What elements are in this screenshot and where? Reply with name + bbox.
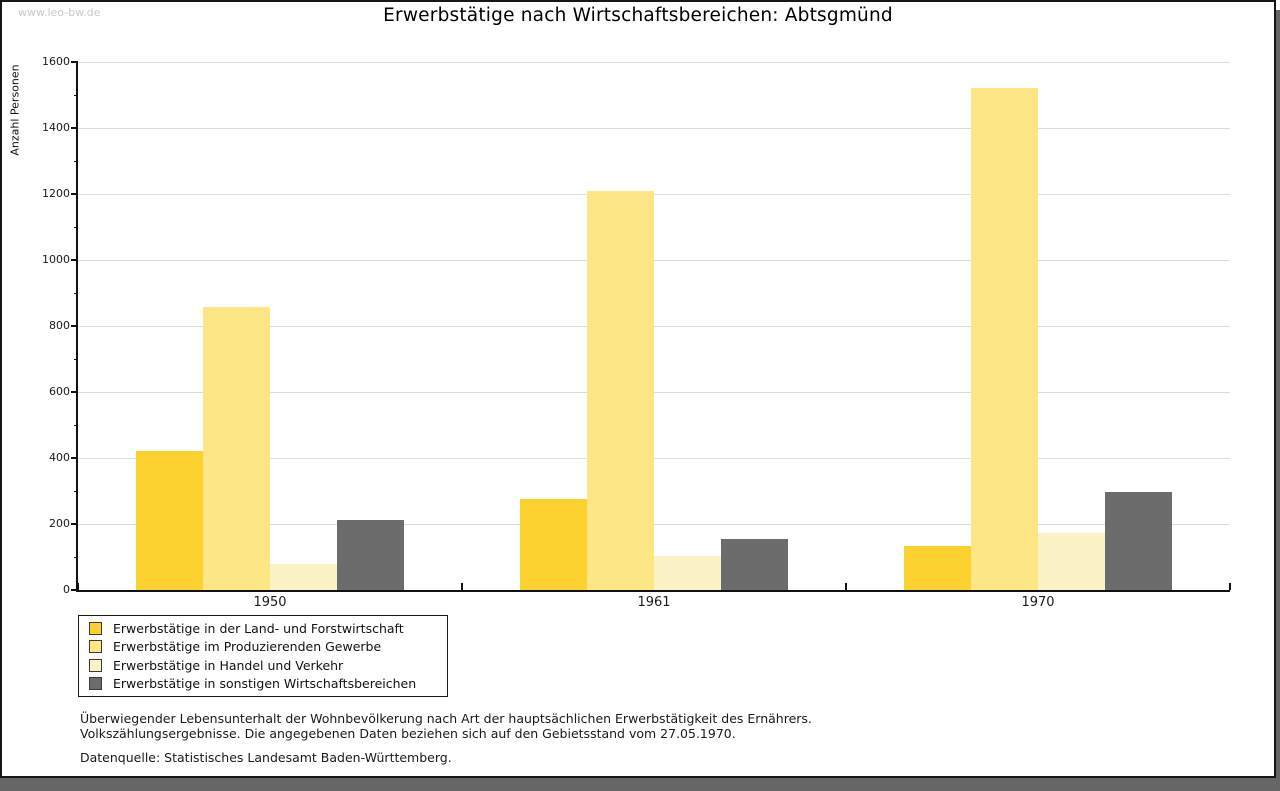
bar-series2-1970	[971, 87, 1038, 590]
y-major-tick	[71, 193, 78, 195]
bar-series3-1970	[1038, 532, 1105, 590]
y-tick-label: 400	[49, 451, 70, 464]
legend-swatch-series2	[89, 640, 102, 654]
page-title: Erwerbstätige nach Wirtschaftsbereichen:…	[383, 5, 893, 26]
bar-series1-1970	[904, 546, 971, 590]
y-tick-label: 200	[49, 517, 70, 530]
drop-shadow-bottom	[0, 778, 1280, 791]
legend-row: Erwerbstätige in Handel und Verkehr	[89, 656, 439, 674]
x-boundary-tick	[845, 583, 847, 590]
y-tick-label: 600	[49, 385, 70, 398]
bar-series4-1961	[721, 538, 788, 590]
y-axis-title: Anzahl Personen	[8, 64, 22, 156]
y-gridline	[78, 127, 1230, 129]
y-gridline	[78, 457, 1230, 459]
bar-series1-1950	[136, 451, 203, 590]
legend-swatch-series1	[89, 621, 102, 635]
bar-series1-1961	[520, 498, 587, 590]
y-tick-label: 1200	[42, 187, 70, 200]
x-axis-line	[76, 590, 1230, 592]
y-axis-line	[76, 62, 78, 592]
footnote-line2: Volkszählungsergebnisse. Die angegebenen…	[80, 726, 736, 741]
x-category-label: 1970	[1021, 595, 1055, 610]
y-tick-label: 0	[63, 583, 70, 596]
legend-row: Erwerbstätige in der Land- und Forstwirt…	[89, 619, 439, 637]
y-gridline	[78, 325, 1230, 327]
legend-label: Erwerbstätige in der Land- und Forstwirt…	[113, 620, 404, 636]
y-major-tick	[71, 61, 78, 63]
legend-row: Erwerbstätige in sonstigen Wirtschaftsbe…	[89, 675, 439, 693]
y-major-tick	[71, 589, 78, 591]
y-major-tick	[71, 391, 78, 393]
y-major-tick	[71, 259, 78, 261]
y-gridline	[78, 193, 1230, 195]
y-major-tick	[71, 325, 78, 327]
bar-series4-1970	[1105, 491, 1172, 590]
legend-row: Erwerbstätige im Produzierenden Gewerbe	[89, 638, 439, 656]
bar-series3-1950	[270, 563, 337, 590]
legend-label: Erwerbstätige in Handel und Verkehr	[113, 657, 344, 673]
legend-swatch-series3	[89, 658, 102, 672]
data-source: Datenquelle: Statistisches Landesamt Bad…	[80, 750, 452, 765]
watermark: www.leo-bw.de	[18, 6, 101, 19]
x-boundary-tick	[461, 583, 463, 590]
y-major-tick	[71, 127, 78, 129]
legend-swatch-series4	[89, 677, 102, 691]
x-category-label: 1950	[253, 595, 287, 610]
y-tick-label: 1600	[42, 55, 70, 68]
y-major-tick	[71, 457, 78, 459]
x-category-label: 1961	[637, 595, 671, 610]
y-tick-label: 1400	[42, 121, 70, 134]
legend-label: Erwerbstätige im Produzierenden Gewerbe	[113, 639, 382, 655]
y-tick-label: 1000	[42, 253, 70, 266]
legend-label: Erwerbstätige in sonstigen Wirtschaftsbe…	[113, 676, 417, 692]
x-boundary-tick	[77, 583, 79, 590]
bar-series2-1961	[587, 191, 654, 590]
footnote: Überwiegender Lebensunterhalt der Wohnbe…	[80, 711, 812, 741]
y-gridline	[78, 259, 1230, 261]
y-gridline	[78, 391, 1230, 393]
bar-series4-1950	[337, 520, 404, 590]
bar-series3-1961	[654, 556, 721, 590]
y-gridline	[78, 61, 1230, 63]
drop-shadow-right	[1276, 10, 1280, 778]
x-boundary-tick	[1229, 583, 1231, 590]
legend-box: Erwerbstätige in der Land- und Forstwirt…	[78, 615, 448, 697]
footnote-line1: Überwiegender Lebensunterhalt der Wohnbe…	[80, 711, 812, 726]
y-major-tick	[71, 523, 78, 525]
y-tick-label: 800	[49, 319, 70, 332]
bar-series2-1950	[203, 306, 270, 590]
y-gridline	[78, 523, 1230, 525]
